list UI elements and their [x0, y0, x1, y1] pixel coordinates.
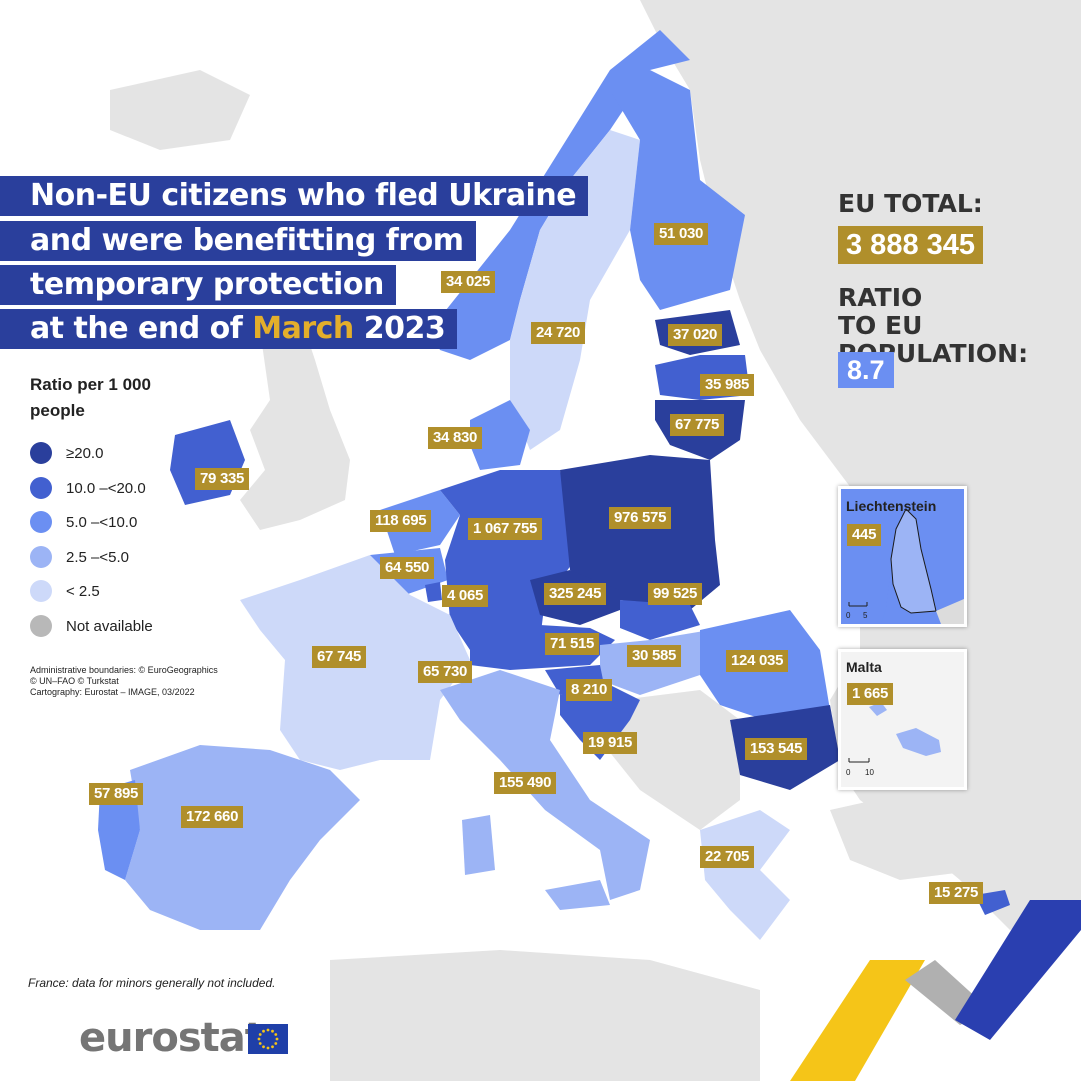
country-spain [125, 745, 360, 930]
label-norway: 34 025 [441, 271, 496, 293]
iceland-land [110, 70, 250, 150]
legend-item: 10.0 –<20.0 [30, 476, 146, 500]
country-cyprus [975, 890, 1010, 915]
eu-total-heading: EU TOTAL: [838, 189, 983, 218]
turkey-land [830, 790, 1081, 900]
africa-land [330, 950, 760, 1081]
uk-land [240, 315, 350, 530]
scale-zero: 0 [846, 768, 851, 777]
legend-item: < 2.5 [30, 579, 100, 603]
label-switzerland: 65 730 [418, 661, 473, 683]
inset-liechtenstein-name: Liechtenstein [846, 498, 937, 514]
balkans-land [600, 690, 740, 830]
label-cyprus: 15 275 [929, 882, 984, 904]
stripe-blue [955, 900, 1081, 1040]
title-highlight-month: March [252, 311, 354, 346]
inset-malta-shape [848, 702, 941, 763]
label-croatia: 19 915 [583, 732, 638, 754]
credits-line: Cartography: Eurostat – IMAGE, 03/2022 [30, 687, 195, 697]
label-portugal: 57 895 [89, 783, 144, 805]
legend-label: Not available [66, 617, 153, 635]
eu-total-value: 3 888 345 [838, 226, 984, 264]
label-denmark: 34 830 [428, 427, 483, 449]
scale-zero: 0 [846, 611, 851, 620]
country-finland [610, 70, 745, 310]
label-poland: 976 575 [609, 507, 672, 529]
country-sweden [510, 130, 640, 450]
credits-line: Administrative boundaries: © EuroGeograp… [30, 665, 218, 675]
legend-label: 10.0 –<20.0 [66, 479, 146, 497]
legend-title: Ratio per 1 000 people [30, 375, 151, 420]
country-portugal [98, 780, 140, 880]
country-denmark [470, 400, 530, 470]
label-hungary: 30 585 [627, 645, 682, 667]
label-greece: 22 705 [700, 846, 755, 868]
label-slovenia: 8 210 [566, 679, 613, 701]
country-luxembourg [425, 582, 442, 602]
country-croatia [560, 685, 640, 760]
legend-swatch [30, 511, 52, 533]
eurostat-logo: eurostat [79, 1015, 264, 1061]
country-poland [560, 455, 720, 610]
legend-label: 5.0 –<10.0 [66, 513, 138, 531]
scale-max: 10 [865, 768, 874, 777]
label-finland: 51 030 [654, 223, 709, 245]
ratio-heading-line-2: TO EU POPULATION: [838, 311, 1029, 368]
label-belgium: 64 550 [380, 557, 435, 579]
title-line-3: temporary protection [0, 265, 396, 305]
legend-label: 2.5 –<5.0 [66, 548, 129, 566]
label-ireland: 79 335 [195, 468, 250, 490]
legend-label: < 2.5 [66, 582, 100, 600]
label-lithuania: 67 775 [670, 414, 725, 436]
label-luxembourg: 4 065 [442, 585, 489, 607]
label-czechia: 325 245 [544, 583, 607, 605]
inset-liechtenstein-shape [841, 489, 964, 624]
eu-flag-icon [248, 1024, 288, 1054]
eu-flag-stars [257, 1028, 279, 1050]
label-estonia: 37 020 [668, 324, 723, 346]
label-netherlands: 118 695 [370, 510, 432, 532]
stripe-yellow [790, 960, 925, 1081]
label-austria: 71 515 [545, 633, 600, 655]
ratio-heading-line-1: RATIO [838, 283, 923, 312]
title-line-2: and were benefitting from [0, 221, 476, 261]
legend-swatch [30, 580, 52, 602]
title-line-4-prefix: at the end of [30, 311, 253, 346]
label-bulgaria: 153 545 [745, 738, 808, 760]
legend-swatch [30, 546, 52, 568]
footnote: France: data for minors generally not in… [28, 976, 276, 990]
label-italy: 155 490 [494, 772, 557, 794]
legend-item: 5.0 –<10.0 [30, 510, 137, 534]
label-latvia: 35 985 [700, 374, 755, 396]
legend-label: ≥20.0 [66, 444, 104, 462]
inset-malta-name: Malta [846, 659, 882, 675]
label-romania: 124 035 [726, 650, 789, 672]
legend-item: 2.5 –<5.0 [30, 545, 129, 569]
inset-liechtenstein: Liechtenstein 445 0 5 [838, 486, 967, 627]
title-line-4: at the end of March 2023 [0, 309, 458, 349]
label-slovakia: 99 525 [648, 583, 703, 605]
credits: Administrative boundaries: © EuroGeograp… [30, 665, 218, 698]
label-sweden: 24 720 [531, 322, 586, 344]
legend-item: Not available [30, 614, 153, 638]
legend-swatch [30, 442, 52, 464]
inset-malta: Malta 1 665 0 10 [838, 649, 967, 790]
credits-line: © UN–FAO © Turkstat [30, 676, 119, 686]
title-line-4-suffix: 2023 [353, 311, 446, 346]
legend-swatch [30, 477, 52, 499]
label-germany: 1 067 755 [468, 518, 543, 540]
legend-swatch [30, 615, 52, 637]
scale-max: 5 [863, 611, 868, 620]
ratio-value: 8.7 [838, 352, 894, 388]
country-sardinia [462, 815, 495, 875]
country-greece [700, 810, 790, 940]
country-sicily [545, 880, 610, 910]
title-line-1: Non-EU citizens who fled Ukraine [0, 176, 589, 216]
legend-item: ≥20.0 [30, 441, 103, 465]
label-liechtenstein: 445 [847, 524, 882, 546]
label-malta: 1 665 [847, 683, 894, 705]
label-spain: 172 660 [181, 806, 244, 828]
country-slovakia [620, 600, 700, 640]
label-france: 67 745 [312, 646, 367, 668]
